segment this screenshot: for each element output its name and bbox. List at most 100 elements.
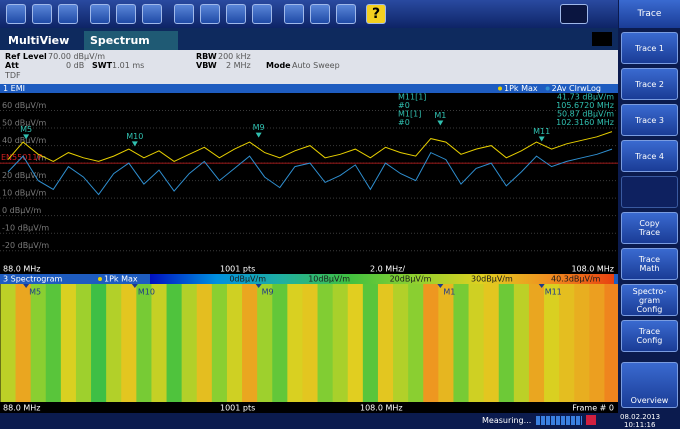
y-tick-label: 20 dBµV/m [2,171,47,180]
screen: ? Trace Trace 1 Trace 2 Trace 3 Trace 4 … [0,0,680,428]
value: 0 dB [66,61,84,70]
spectrogram-cell [544,284,560,402]
x-label-row [0,402,618,413]
spectrogram-cell [272,284,288,402]
y-tick-label: -10 dBµV/m [2,224,49,233]
spectrogram-cell [514,284,530,402]
spectrogram-cell [499,284,515,402]
status-bar: Measuring... 08.02.2013 10:11:16 [0,413,619,428]
softkey[interactable] [621,176,678,208]
date: 08.02.2013 [620,413,660,421]
side-panel: Trace Trace 1 Trace 2 Trace 3 Trace 4 Co… [619,0,680,428]
spectrogram-cell [318,284,334,402]
spectrogram-cell [363,284,379,402]
marker-label: M10 [138,288,155,297]
spectrogram-cell [242,284,258,402]
softkey[interactable]: Spectro- gram Config [621,284,678,316]
help-button[interactable]: ? [366,4,386,24]
toolbar-icon[interactable] [560,4,588,24]
marker-label: M9 [253,123,265,132]
softkey[interactable]: Trace Math [621,248,678,280]
softkey[interactable]: Trace 1 [621,32,678,64]
tab-menu[interactable] [592,32,612,46]
softkey[interactable]: Trace 4 [621,140,678,172]
window-title: 1 EMI [3,84,25,93]
value: Auto Sweep [292,61,340,70]
color-scale-label: 0dBµV/m [229,275,266,284]
spectrogram-cell [16,284,32,402]
spectrogram-cell [348,284,364,402]
softkey[interactable]: Trace Config [621,320,678,352]
y-tick-label: -20 dBµV/m [2,241,49,250]
toolbar-icon[interactable] [6,4,26,24]
legend-entry: 1Pk Max [504,84,538,93]
softkey[interactable]: Trace 2 [621,68,678,100]
spectrogram-cell [604,284,618,402]
legend-marker [98,277,102,281]
spectrogram-cell [167,284,183,402]
status-icon [586,415,596,425]
y-tick-label: 60 dBµV/m [2,101,47,110]
x-label-row [0,263,618,274]
frame-label: Frame # 0 [572,404,614,413]
status-message: Measuring... [482,416,531,425]
toolbar-icon[interactable] [90,4,110,24]
marker-label: M1 [434,111,446,120]
tab[interactable]: Spectrum [84,31,178,50]
marker-label: M11 [545,288,562,297]
spectrogram-cell [0,284,16,402]
label: Ref Level [5,52,47,61]
x-label: 88.0 MHz [3,265,40,274]
plot-area [0,93,618,263]
spectrogram-cell [469,284,485,402]
x-label: 88.0 MHz [3,404,40,413]
marker-label: M10 [126,132,143,141]
spectrogram-cell [529,284,545,402]
toolbar-icon[interactable] [252,4,272,24]
x-label: 108.0 MHz [571,265,614,274]
toolbar-icon[interactable] [32,4,52,24]
color-scale [150,274,614,284]
marker-label: M5 [29,288,41,297]
spectrogram-cell [302,284,318,402]
spectrogram-cell [484,284,500,402]
toolbar-icon[interactable] [336,4,356,24]
toolbar-icon[interactable] [174,4,194,24]
value: 2 MHz [226,61,251,70]
toolbar-icon[interactable] [226,4,246,24]
marker-label: M1 [443,288,455,297]
value: 70.00 dBµV/m [48,52,105,61]
toolbar-icon[interactable] [284,4,304,24]
value: TDF [5,71,21,80]
toolbar-icon[interactable] [58,4,78,24]
toolbar-icon[interactable] [116,4,136,24]
settings-panel: Ref Level 70.00 dBµV/m Att 0 dB SWT 1.01… [0,50,618,84]
softkey[interactable]: Overview [621,362,678,408]
spectrogram-cell [91,284,107,402]
toolbar-icon[interactable] [142,4,162,24]
color-scale-label: 30dBµV/m [471,275,513,284]
spectrogram-cell [589,284,605,402]
spectrogram-cell [574,284,590,402]
y-tick-label: 10 dBµV/m [2,189,47,198]
toolbar-icon[interactable] [200,4,220,24]
marker-label: M5 [20,125,32,134]
progress-bar [536,416,582,425]
toolbar-icon[interactable] [310,4,330,24]
panel-title: Trace [619,0,680,28]
spectrogram-cell [287,284,303,402]
legend-marker [498,87,502,91]
window-title: 3 Spectrogram [3,275,63,284]
softkey[interactable]: Copy Trace [621,212,678,244]
spectrogram-cell [106,284,122,402]
marker-table-cell: 102.3160 MHz [556,118,614,127]
spectrogram-cell [559,284,575,402]
softkey[interactable]: Trace 3 [621,104,678,136]
spectrogram-cell [227,284,243,402]
spectrogram-cell [46,284,62,402]
spectrogram-cell [257,284,273,402]
label: Mode [266,61,291,70]
legend-marker [546,87,550,91]
tab[interactable]: MultiView [2,31,75,50]
spectrogram-cell [333,284,349,402]
